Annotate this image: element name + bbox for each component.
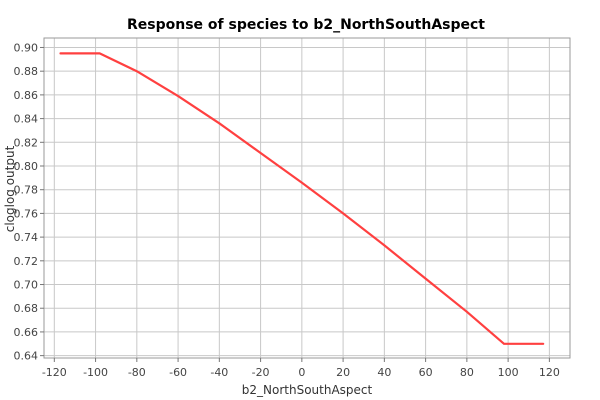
x-tick-label: 120 xyxy=(539,366,560,379)
y-tick-label: 0.68 xyxy=(14,302,39,315)
y-tick-label: 0.66 xyxy=(14,326,39,339)
x-tick-label: -60 xyxy=(169,366,187,379)
x-axis-label: b2_NorthSouthAspect xyxy=(242,383,373,397)
y-tick-label: 0.72 xyxy=(14,255,39,268)
y-tick-label: 0.70 xyxy=(14,279,39,292)
x-tick-label: 40 xyxy=(377,366,391,379)
x-tick-label: -40 xyxy=(210,366,228,379)
y-tick-label: 0.80 xyxy=(14,160,39,173)
series-layer xyxy=(59,52,545,345)
x-tick-label: 80 xyxy=(460,366,474,379)
y-tick-label: 0.78 xyxy=(14,184,39,197)
y-tick-label: 0.90 xyxy=(14,41,39,54)
chart-title: Response of species to b2_NorthSouthAspe… xyxy=(127,17,485,33)
y-tick-label: 0.74 xyxy=(14,231,39,244)
y-tick-label: 0.64 xyxy=(14,350,39,363)
x-tick-label: 60 xyxy=(419,366,433,379)
y-axis: 0.64 0.66 0.68 0.70 0.72 0.74 0.76 0.78 0.80 0.82… xyxy=(14,41,44,363)
x-tick-label: -80 xyxy=(128,366,146,379)
x-axis: -120 -100 -80 -60 -40 -20 0 20 40 60 80 100 120 xyxy=(42,358,560,379)
series-line-0 xyxy=(59,52,545,345)
y-tick-label: 0.84 xyxy=(14,113,39,126)
y-tick-label: 0.82 xyxy=(14,136,39,149)
y-tick-label: 0.76 xyxy=(14,207,39,220)
x-tick-label: -100 xyxy=(83,366,108,379)
x-tick-label: 100 xyxy=(498,366,519,379)
x-tick-label: -120 xyxy=(42,366,67,379)
x-tick-label: 20 xyxy=(336,366,350,379)
x-tick-label: -20 xyxy=(252,366,270,379)
x-tick-label: 0 xyxy=(298,366,305,379)
plot-frame xyxy=(43,37,571,359)
y-tick-label: 0.88 xyxy=(14,65,39,78)
y-axis-label: cloglog output xyxy=(3,145,17,232)
grid xyxy=(44,38,570,358)
y-tick-label: 0.86 xyxy=(14,89,39,102)
